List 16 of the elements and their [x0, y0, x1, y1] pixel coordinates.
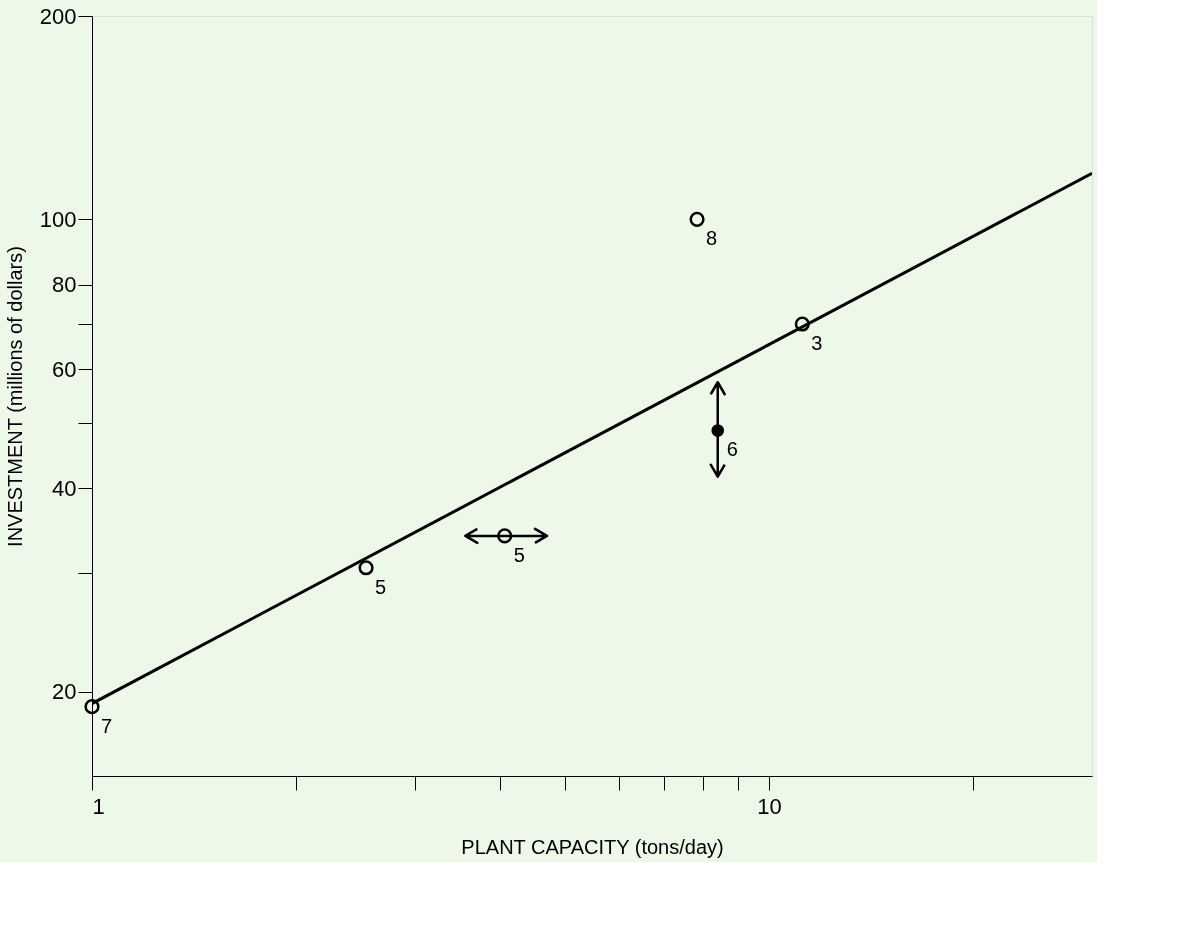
annotation: 6	[726, 438, 738, 461]
y-tick-label: 20	[52, 679, 77, 705]
y-tick-label: 200	[39, 3, 77, 29]
annotation: 3	[811, 332, 823, 355]
x-tick-label: 1	[92, 793, 105, 819]
x-axis-title: PLANT CAPACITY (tons/day)	[461, 835, 724, 858]
annotation: 7	[101, 714, 113, 737]
annotation: 5	[513, 543, 525, 566]
y-tick-label: 100	[39, 206, 77, 232]
y-tick-label: 60	[52, 356, 77, 382]
y-tick-label: 40	[52, 475, 77, 501]
annotation: 8	[706, 227, 718, 250]
y-tick-label: 80	[52, 272, 77, 298]
y-axis-title: INVESTMENT (millions of dollars)	[3, 246, 26, 547]
x-tick-label: 10	[757, 793, 782, 819]
annotation: 5	[375, 575, 387, 598]
